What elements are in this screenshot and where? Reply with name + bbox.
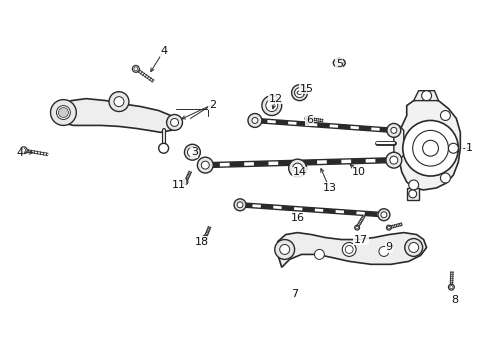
Circle shape: [342, 243, 355, 256]
Circle shape: [440, 111, 449, 121]
Text: 8: 8: [450, 295, 457, 305]
Circle shape: [390, 127, 396, 133]
Text: 14: 14: [292, 167, 306, 177]
Circle shape: [183, 180, 187, 184]
Circle shape: [408, 243, 418, 252]
Text: 11: 11: [171, 180, 185, 190]
Circle shape: [158, 143, 168, 153]
Circle shape: [402, 121, 457, 176]
Circle shape: [203, 236, 206, 239]
Circle shape: [421, 91, 431, 100]
Ellipse shape: [335, 60, 342, 66]
Circle shape: [184, 144, 200, 160]
Circle shape: [408, 180, 418, 190]
Circle shape: [385, 152, 401, 168]
Circle shape: [305, 117, 308, 120]
Circle shape: [412, 130, 447, 166]
Circle shape: [234, 199, 245, 211]
Text: 18: 18: [195, 237, 209, 247]
Circle shape: [134, 67, 138, 71]
Text: 13: 13: [322, 183, 336, 193]
Circle shape: [132, 66, 139, 72]
Circle shape: [292, 163, 302, 173]
Text: 3: 3: [190, 147, 198, 157]
Circle shape: [50, 100, 76, 125]
Circle shape: [166, 114, 182, 130]
Circle shape: [380, 212, 386, 218]
Circle shape: [422, 140, 438, 156]
Circle shape: [408, 190, 416, 198]
Circle shape: [114, 96, 123, 107]
Circle shape: [447, 284, 453, 290]
Polygon shape: [55, 99, 178, 132]
Circle shape: [355, 226, 358, 229]
Circle shape: [274, 239, 294, 260]
Circle shape: [440, 173, 449, 183]
Text: 12: 12: [268, 94, 282, 104]
Circle shape: [109, 92, 129, 112]
Text: 7: 7: [290, 289, 298, 299]
Text: 2: 2: [208, 100, 215, 109]
Circle shape: [377, 209, 389, 221]
Circle shape: [386, 225, 390, 230]
Circle shape: [59, 108, 68, 117]
Circle shape: [170, 118, 178, 126]
Polygon shape: [413, 91, 438, 100]
Text: 1: 1: [465, 143, 472, 153]
Circle shape: [203, 235, 207, 240]
Circle shape: [20, 147, 27, 154]
Text: 16: 16: [290, 213, 304, 223]
Circle shape: [291, 85, 307, 100]
Text: 10: 10: [351, 167, 366, 177]
Text: 5: 5: [335, 59, 342, 69]
Text: 17: 17: [353, 234, 367, 244]
Circle shape: [386, 226, 389, 229]
Circle shape: [345, 246, 352, 253]
Text: 6: 6: [305, 116, 312, 126]
Circle shape: [378, 247, 388, 256]
Ellipse shape: [297, 91, 302, 94]
Circle shape: [262, 96, 281, 116]
Circle shape: [354, 225, 359, 230]
Circle shape: [22, 148, 25, 152]
Circle shape: [265, 100, 277, 112]
Polygon shape: [406, 188, 418, 200]
Circle shape: [279, 244, 289, 255]
Circle shape: [449, 285, 452, 289]
Circle shape: [447, 143, 457, 153]
Polygon shape: [398, 99, 459, 190]
Circle shape: [197, 157, 213, 173]
Polygon shape: [277, 233, 426, 267]
Circle shape: [201, 161, 209, 169]
Text: 4: 4: [16, 148, 23, 158]
Text: 15: 15: [299, 84, 313, 94]
Circle shape: [56, 105, 70, 120]
Circle shape: [288, 159, 306, 177]
Circle shape: [183, 181, 186, 183]
Circle shape: [294, 88, 304, 98]
Circle shape: [314, 249, 324, 260]
Circle shape: [386, 123, 400, 137]
Circle shape: [247, 113, 262, 127]
Circle shape: [237, 202, 243, 208]
Circle shape: [305, 116, 309, 121]
Circle shape: [389, 156, 397, 164]
Circle shape: [251, 117, 257, 123]
Ellipse shape: [294, 89, 304, 96]
Text: 9: 9: [385, 243, 392, 252]
Circle shape: [187, 147, 197, 157]
Ellipse shape: [333, 58, 345, 67]
Polygon shape: [393, 125, 403, 160]
Text: 4: 4: [160, 46, 167, 56]
Circle shape: [404, 239, 422, 256]
